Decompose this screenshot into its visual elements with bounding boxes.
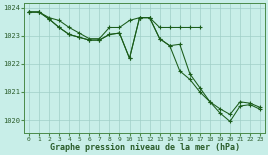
X-axis label: Graphe pression niveau de la mer (hPa): Graphe pression niveau de la mer (hPa) — [50, 143, 240, 152]
